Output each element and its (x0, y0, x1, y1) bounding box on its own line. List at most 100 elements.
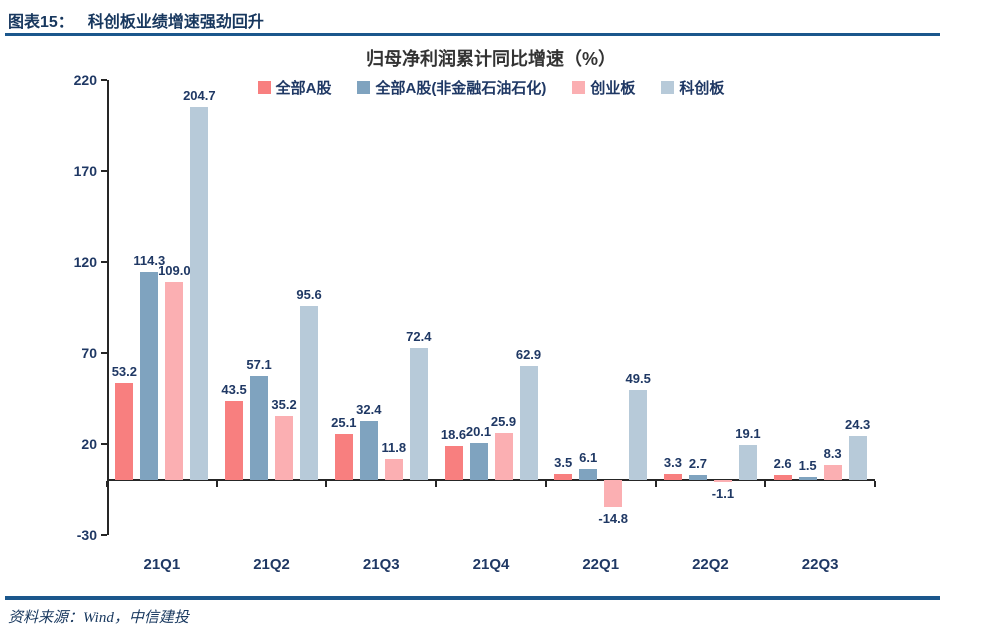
x-axis-tick (106, 481, 108, 487)
bar-value-label: 204.7 (183, 88, 216, 104)
chart-title: 归母净利润累计同比增速（%） (365, 49, 616, 69)
bar-全部A股-21Q4 (444, 446, 463, 480)
footer-divider (5, 596, 940, 600)
bar-创业板-21Q4 (494, 432, 513, 480)
bar-创业板-22Q1 (604, 480, 623, 507)
legend-item: 创业板 (572, 77, 635, 98)
y-axis-tick (101, 442, 107, 445)
chart-legend: 全部A股 全部A股(非金融石油石化) 创业板 科创板 (107, 77, 875, 97)
bar-全部A股(非金融石油石化)-21Q1 (140, 271, 159, 480)
bar-创业板-21Q2 (275, 415, 294, 480)
x-axis-tick (544, 481, 547, 487)
bar-value-label: 25.1 (331, 415, 357, 431)
y-axis-tick (101, 351, 107, 354)
legend-item: 全部A股 (257, 77, 332, 98)
bar-value-label: 43.5 (221, 381, 247, 397)
y-axis-tick-label: 220 (73, 71, 97, 88)
legend-item: 全部A股(非金融石油石化) (357, 77, 546, 98)
y-axis-tick (101, 533, 107, 536)
figure-number: 图表15： (8, 14, 74, 31)
bar-value-label: 35.2 (271, 396, 297, 412)
x-axis-category-label: 22Q2 (692, 556, 729, 573)
x-axis-tick (654, 481, 657, 487)
y-axis-tick-label: -30 (76, 526, 97, 543)
legend-swatch-icon (572, 80, 586, 94)
legend-label: 全部A股(非金融石油石化) (375, 79, 547, 97)
legend-swatch-icon (661, 80, 675, 94)
legend-item: 科创板 (661, 77, 724, 98)
y-axis-tick (101, 78, 107, 81)
bar-value-label: 18.6 (440, 427, 467, 443)
legend-label: 全部A股 (275, 79, 332, 97)
bar-创业板-22Q3 (823, 464, 842, 480)
x-axis-category-label: 21Q1 (143, 556, 181, 573)
bar-value-label: 114.3 (133, 252, 166, 268)
bar-value-label: 53.2 (111, 364, 137, 380)
bar-创业板-22Q2 (713, 480, 732, 482)
bar-value-label: -1.1 (711, 486, 735, 501)
y-axis-tick-label: 120 (73, 253, 97, 270)
bar-value-label: 1.5 (798, 458, 817, 474)
legend-label: 科创板 (679, 79, 725, 97)
bar-全部A股(非金融石油石化)-21Q3 (359, 421, 378, 480)
y-axis-line (107, 79, 109, 535)
source-note: 资料来源：Wind，中信建投 (8, 610, 189, 626)
bar-科创板-21Q4 (519, 365, 538, 480)
bar-value-label: 57.1 (246, 357, 272, 373)
x-axis-category-label: 21Q4 (472, 556, 510, 573)
bar-创业板-21Q3 (384, 458, 403, 480)
x-axis-tick (874, 481, 876, 487)
bar-value-label: 19.1 (735, 426, 761, 442)
bar-全部A股(非金融石油石化)-22Q2 (688, 475, 707, 480)
x-axis-tick (764, 481, 767, 487)
bar-value-label: 32.4 (356, 402, 382, 418)
figure-header: 图表15： 科创板业绩增速强劲回升 (8, 8, 264, 32)
bar-value-label: 6.1 (579, 449, 598, 465)
bar-value-label: 20.1 (465, 424, 492, 440)
bar-全部A股-21Q3 (334, 434, 353, 480)
bar-全部A股-22Q3 (773, 475, 792, 480)
figure-heading: 科创板业绩增速强劲回升 (87, 14, 264, 31)
y-axis-tick-label: 70 (81, 344, 97, 361)
bar-全部A股-22Q1 (554, 473, 573, 480)
x-axis-category-label: 22Q1 (582, 556, 620, 573)
bar-value-label: 3.5 (554, 454, 573, 470)
bar-value-label: 2.7 (688, 456, 707, 472)
bar-全部A股-22Q2 (663, 473, 682, 480)
bar-value-label: 95.6 (296, 287, 322, 302)
x-axis-category-label: 22Q3 (801, 556, 839, 573)
bar-创业板-21Q1 (165, 281, 184, 480)
bar-科创板-21Q1 (190, 107, 209, 480)
x-axis-tick (215, 481, 218, 487)
bar-value-label: 62.9 (515, 346, 542, 362)
bar-全部A股-21Q2 (225, 400, 244, 480)
y-axis-tick (101, 260, 107, 263)
y-axis-tick (101, 169, 107, 172)
bar-value-label: 25.9 (490, 413, 517, 429)
legend-swatch-icon (257, 80, 271, 94)
bar-value-label: 8.3 (823, 445, 842, 461)
bar-value-label: 72.4 (406, 329, 432, 345)
legend-label: 创业板 (590, 79, 636, 97)
bar-value-label: 2.6 (773, 456, 792, 472)
bar-全部A股-21Q1 (115, 383, 134, 480)
x-axis-category-label: 21Q2 (253, 556, 290, 573)
bar-全部A股(非金融石油石化)-21Q4 (469, 443, 488, 480)
bar-value-label: 49.5 (625, 370, 651, 386)
bar-value-label: 11.8 (381, 439, 407, 455)
x-axis-category-label: 21Q3 (362, 556, 400, 573)
bar-科创板-22Q2 (738, 445, 757, 480)
x-axis-line (107, 479, 875, 481)
bar-value-label: 24.3 (844, 416, 871, 432)
legend-swatch-icon (357, 80, 371, 94)
bar-全部A股(非金融石油石化)-22Q1 (579, 468, 598, 480)
header-divider (5, 33, 940, 36)
bar-value-label: 3.3 (663, 454, 682, 470)
bar-科创板-22Q1 (629, 389, 648, 480)
bar-科创板-21Q3 (409, 348, 428, 480)
y-axis-tick-label: 170 (73, 162, 97, 179)
bar-科创板-21Q2 (300, 306, 319, 480)
bar-全部A股(非金融石油石化)-21Q2 (250, 376, 269, 480)
x-axis-tick (325, 481, 328, 487)
